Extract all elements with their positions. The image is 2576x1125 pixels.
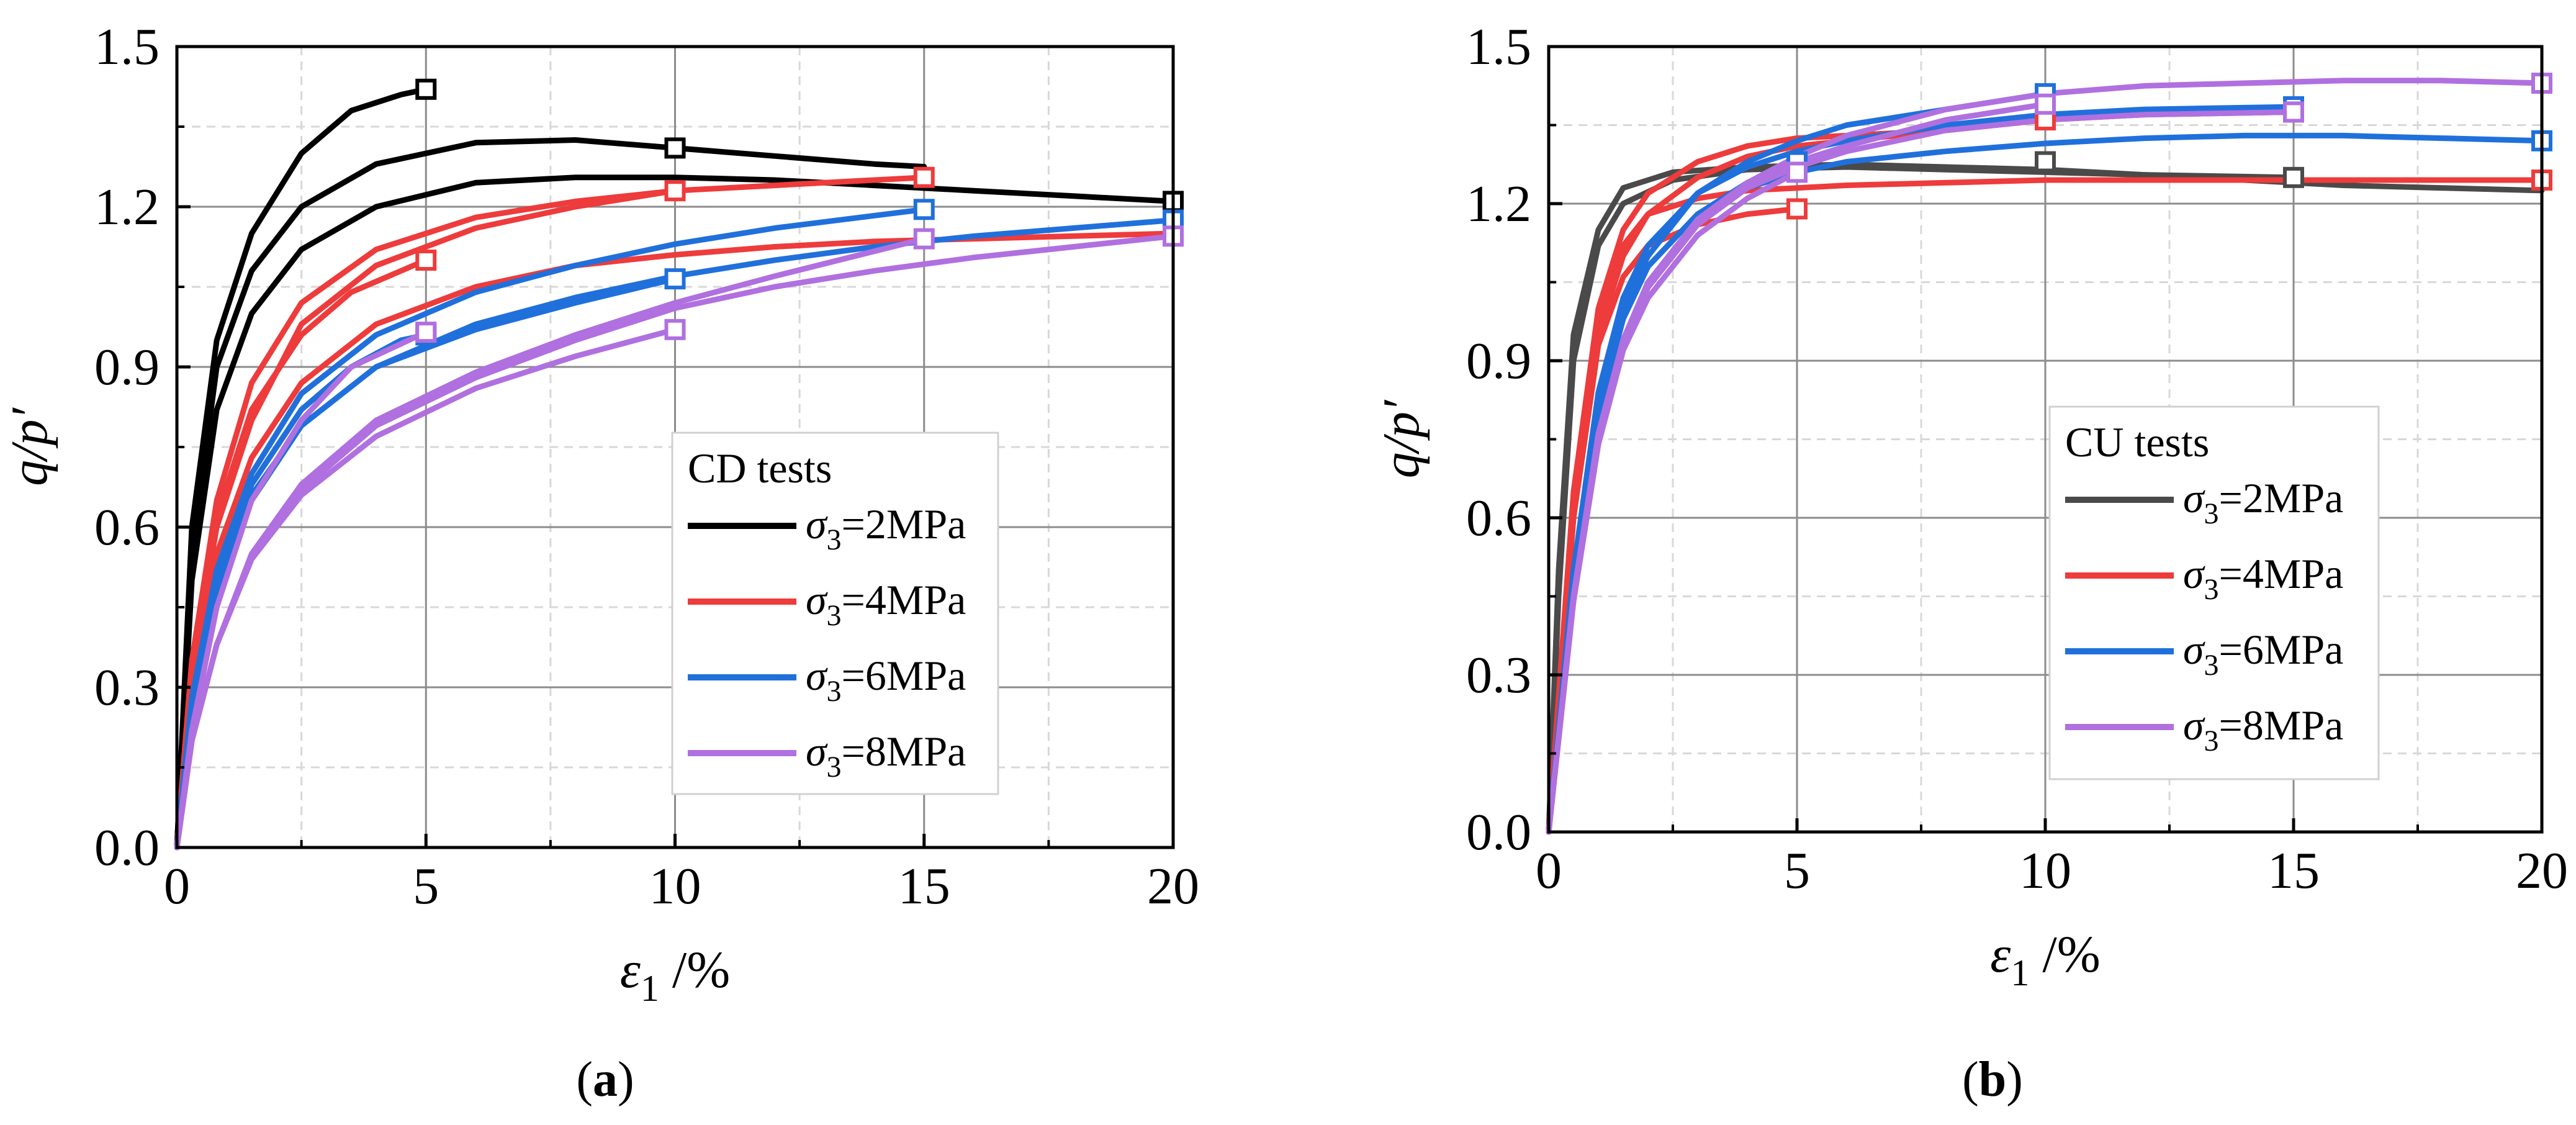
end-marker-a-9 [913, 199, 935, 220]
legend-label: σ3=6MPa [806, 652, 966, 708]
series-group-a [174, 86, 1176, 851]
ticks-a: 0 5 10 15 20 0.0 0.3 0.6 0.9 1.2 1.5 [94, 18, 1199, 915]
legend-a: CD tests σ3=2MPa σ3=4MPa σ3=6MPa σ3=8MPa [671, 431, 999, 795]
legend-label: σ3=2MPa [2183, 474, 2343, 530]
caption-a-letter: a [593, 1052, 618, 1107]
x-tick-label: 0 [1536, 842, 1562, 900]
series-line-a-1 [174, 137, 927, 851]
series-line-a-0 [174, 86, 429, 851]
x-tick-label: 0 [164, 857, 190, 915]
series-line-a-5 [174, 188, 678, 851]
end-marker-b-11 [2035, 93, 2056, 115]
end-marker-a-8 [664, 268, 686, 290]
end-marker-b-2 [1786, 198, 1808, 220]
y-tick-label: 1.5 [1466, 18, 1531, 76]
y-tick-label: 1.5 [94, 18, 160, 76]
x-tick-label: 10 [649, 857, 701, 915]
caption-b-letter: b [1979, 1052, 2007, 1107]
x-tick-label: 15 [898, 857, 950, 915]
series-line-a-10 [174, 217, 1176, 851]
series-line-b-13 [1546, 78, 2545, 835]
legend-label: σ3=2MPa [806, 500, 966, 556]
end-marker-a-13 [913, 228, 935, 250]
end-marker-a-5 [664, 180, 686, 202]
y-axis-label: q/p′ [1372, 399, 1430, 478]
caption-a: (a) [576, 1052, 634, 1107]
legend-title: CU tests [2065, 418, 2209, 466]
end-marker-b-10 [1786, 161, 1808, 183]
x-axis-label: ε1 /% [1990, 926, 2100, 993]
x-tick-label: 10 [2019, 842, 2071, 900]
y-tick-label: 0.9 [94, 338, 160, 396]
series-line-b-9 [1546, 132, 2545, 835]
y-tick-label: 0.0 [1466, 803, 1531, 861]
x-tick-label: 5 [413, 857, 439, 915]
end-marker-b-1 [2283, 166, 2304, 188]
legend-label: σ3=4MPa [806, 576, 966, 632]
series-line-a-9 [174, 206, 927, 851]
legend-title: CD tests [688, 445, 832, 492]
legend-box [2048, 405, 2380, 780]
end-marker-a-4 [913, 166, 935, 188]
axis-labels-a: ε1 /% q/p′ [1, 407, 730, 1009]
x-tick-label: 20 [1147, 857, 1199, 915]
end-marker-b-12 [2283, 101, 2304, 123]
ticks-b: 0 5 10 15 20 0.0 0.3 0.6 0.9 1.2 1.5 [1466, 18, 2568, 900]
x-axis-label: ε1 /% [620, 941, 730, 1009]
legend-b: CU tests σ3=2MPa σ3=4MPa σ3=6MPa σ3=8MPa [2048, 405, 2380, 780]
legend-label: σ3=8MPa [806, 728, 966, 784]
y-tick-label: 1.2 [94, 178, 160, 236]
series-line-a-2 [174, 174, 1176, 851]
x-tick-label: 15 [2268, 842, 2320, 900]
x-tick-label: 20 [2516, 842, 2568, 900]
caption-b: (b) [1962, 1052, 2023, 1107]
y-axis-label: q/p′ [1, 407, 58, 486]
y-tick-label: 0.3 [1466, 646, 1531, 704]
legend-box [671, 431, 999, 795]
y-tick-label: 0.6 [1466, 489, 1531, 547]
chart-panel-a: 0 5 10 15 20 0.0 0.3 0.6 0.9 1.2 1.5 ε1 /% q/p′ CD … [1, 18, 1199, 1009]
end-marker-a-3 [415, 250, 437, 271]
end-marker-a-12 [664, 319, 686, 340]
series-line-a-4 [174, 174, 927, 851]
y-tick-label: 0.0 [94, 819, 160, 877]
y-tick-label: 1.2 [1466, 175, 1531, 233]
x-tick-label: 5 [1784, 842, 1810, 900]
y-tick-label: 0.9 [1466, 332, 1531, 390]
end-marker-a-1 [664, 137, 686, 159]
end-marker-b-0 [2035, 151, 2056, 173]
legend-label: σ3=8MPa [2183, 702, 2343, 757]
y-tick-label: 0.3 [94, 659, 160, 716]
end-marker-a-0 [415, 78, 437, 100]
y-tick-label: 0.6 [94, 499, 160, 556]
chart-panel-b: 0 5 10 15 20 0.0 0.3 0.6 0.9 1.2 1.5 ε1 /% q/p′ CU … [1372, 18, 2568, 993]
axis-labels-b: ε1 /% q/p′ [1372, 399, 2101, 993]
series-group-b [1546, 78, 2545, 835]
end-marker-a-11 [415, 322, 437, 343]
legend-label: σ3=4MPa [2183, 550, 2343, 606]
legend-label: σ3=6MPa [2183, 626, 2343, 682]
series-line-a-14 [174, 233, 1176, 851]
